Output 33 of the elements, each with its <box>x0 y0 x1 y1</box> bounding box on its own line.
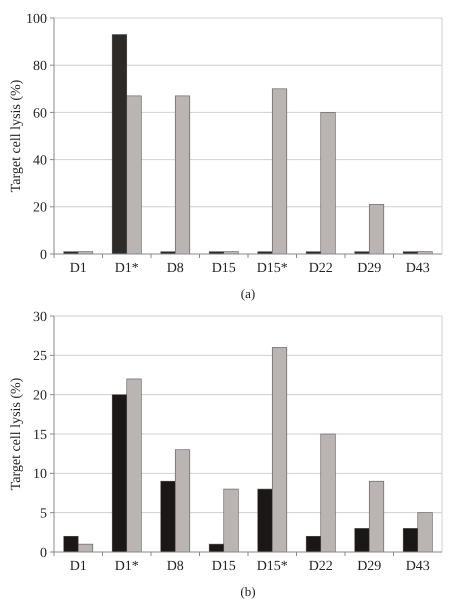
x-tick-label: D1* <box>114 559 139 574</box>
x-tick-label: D15* <box>256 559 288 574</box>
y-tick-label: 60 <box>33 106 47 122</box>
y-tick-label: 20 <box>33 388 47 404</box>
x-tick-label: D8 <box>166 261 184 276</box>
y-tick-label: 0 <box>40 546 47 561</box>
x-tick-label: D22 <box>308 261 333 276</box>
y-tick-label: 40 <box>33 154 47 168</box>
x-tick-label: D43 <box>406 559 430 574</box>
y-tick-label: 25 <box>33 349 47 364</box>
x-tick-label: D29 <box>357 261 382 276</box>
x-tick-label: D1 <box>70 261 87 276</box>
y-tick-label: 20 <box>33 200 47 216</box>
y-tick-label: 30 <box>33 310 47 325</box>
y-tick-label: 15 <box>33 428 47 443</box>
y-tick-label: 80 <box>33 59 47 74</box>
text: (a) <box>240 286 256 301</box>
x-tick-label: D15 <box>212 261 236 276</box>
text: (b) <box>240 584 256 599</box>
y-tick-label: 10 <box>33 467 47 482</box>
x-tick-label: D15 <box>212 559 236 574</box>
x-tick-label: D1 <box>70 559 87 574</box>
y-axis-title: Target cell lysis (%) <box>9 377 24 490</box>
y-axis-title: Target cell lysis (%) <box>9 79 24 192</box>
x-tick-label: D15* <box>256 261 288 276</box>
x-tick-label: D29 <box>357 559 382 574</box>
x-tick-label: D1* <box>114 261 139 276</box>
y-tick-label: 100 <box>26 12 47 27</box>
x-tick-label: D8 <box>166 559 184 574</box>
y-tick-label: 5 <box>40 506 47 522</box>
y-tick-label: 0 <box>40 248 47 263</box>
x-tick-label: D22 <box>308 559 333 574</box>
x-tick-label: D43 <box>406 261 430 276</box>
